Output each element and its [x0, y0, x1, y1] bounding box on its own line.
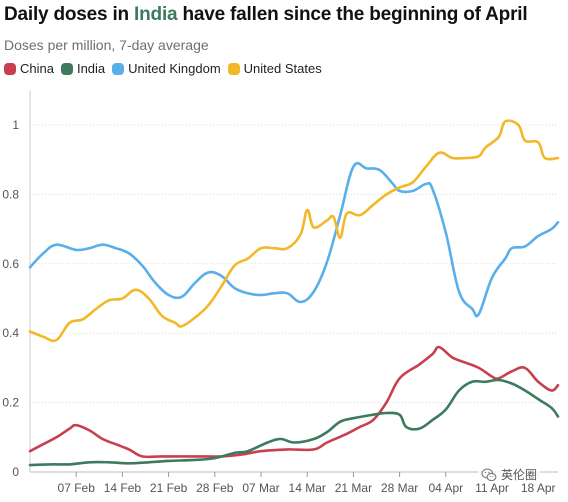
x-tick-label: 14 Feb [104, 481, 142, 495]
title-text-before: Daily doses in [4, 4, 135, 25]
x-tick-label: 07 Feb [58, 481, 96, 495]
x-tick-label: 21 Feb [150, 481, 188, 495]
x-tick-label: 07 Mar [242, 481, 279, 495]
y-tick-label: 0.2 [2, 396, 19, 410]
legend-label-united-kingdom: United Kingdom [128, 61, 221, 76]
series-line-united-states [28, 119, 560, 343]
x-tick-label: 18 Apr [521, 481, 556, 495]
legend-swatch-united-kingdom [112, 62, 125, 75]
legend-label-china: China [20, 61, 54, 76]
x-tick-label: 28 Feb [196, 481, 234, 495]
legend-item-united-kingdom: United Kingdom [112, 61, 221, 76]
title-highlight-india: India [134, 4, 178, 25]
wechat-icon [481, 468, 497, 481]
series-line-china [28, 345, 560, 459]
x-tick-label: 28 Mar [381, 481, 418, 495]
chart-title: Daily doses in India have fallen since t… [4, 4, 528, 26]
series-line-india [28, 378, 560, 467]
legend-swatch-india [60, 62, 73, 75]
legend-item-india: India [60, 61, 106, 76]
y-tick-label: 1 [12, 118, 19, 132]
y-tick-label: 0.6 [2, 257, 19, 271]
x-tick-label: 11 Apr [475, 481, 509, 495]
legend-label-india: India [76, 61, 106, 76]
x-tick-label: 14 Mar [289, 481, 326, 495]
legend-item-china: China [4, 61, 54, 76]
x-tick-label: 04 Apr [428, 481, 463, 495]
chart-subtitle: Doses per million, 7-day average [4, 37, 209, 53]
title-text-after: have fallen since the beginning of April [177, 4, 528, 25]
legend-item-united-states: United States [227, 61, 322, 76]
legend-swatch-china [4, 62, 16, 75]
legend-swatch-united-states [227, 62, 240, 75]
series-line-united-kingdom [28, 161, 560, 318]
y-tick-label: 0 [12, 465, 19, 479]
watermark: 英伦圈 [478, 466, 541, 483]
watermark-text: 英伦圈 [501, 468, 538, 482]
y-tick-label: 0.4 [2, 326, 19, 340]
x-tick-label: 21 Mar [335, 481, 372, 495]
legend-label-united-states: United States [243, 61, 322, 76]
chart-legend: China India United Kingdom United States [4, 61, 329, 76]
y-tick-label: 0.8 [2, 187, 19, 201]
